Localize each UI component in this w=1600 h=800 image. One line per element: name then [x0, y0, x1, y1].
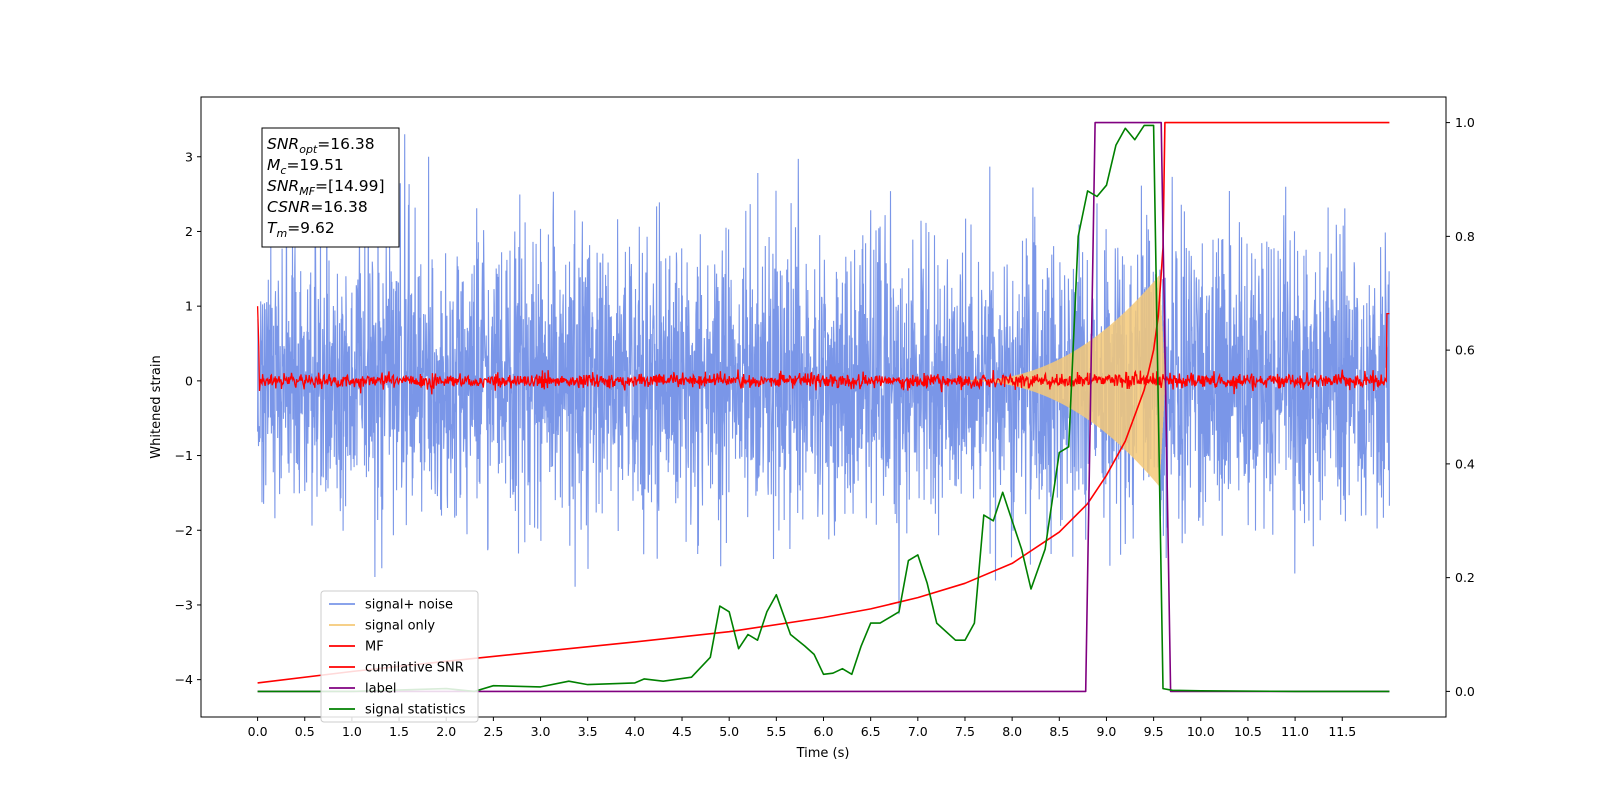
- y-tick-label: −4: [175, 672, 193, 687]
- series-mf: [256, 306, 1390, 395]
- legend-label-signal-only: signal only: [365, 619, 435, 634]
- y-axis-left: −4 −3 −2 −1 0 1 2 3: [175, 149, 201, 687]
- x-tick-label: 11.5: [1328, 724, 1356, 739]
- x-axis-label: Time (s): [796, 746, 850, 761]
- x-tick-label: 2.0: [436, 724, 456, 739]
- legend-label-signal-statistics: signal statistics: [365, 703, 466, 718]
- x-tick-label: 10.0: [1187, 724, 1215, 739]
- legend-label-mf: MF: [365, 640, 384, 655]
- y-tick-label: −2: [175, 523, 193, 538]
- legend-label-cumilative-snr: cumilative SNR: [365, 661, 464, 676]
- x-tick-label: 11.0: [1281, 724, 1309, 739]
- series-signal-statistics: [257, 124, 1390, 693]
- x-tick-label: 1.5: [389, 724, 409, 739]
- x-tick-label: 7.5: [955, 724, 975, 739]
- legend-label-label: label: [365, 682, 396, 697]
- y2-tick-label: 0.2: [1455, 570, 1475, 585]
- stats-annotation: SNRopt=16.38Mc=19.51SNRMF=[14.99]CSNR=16…: [261, 127, 400, 248]
- x-tick-label: 4.0: [625, 724, 645, 739]
- x-tick-label: 8.0: [1002, 724, 1022, 739]
- legend-label-signal-noise: signal+ noise: [365, 598, 453, 613]
- y-tick-label: 0: [185, 373, 193, 388]
- stats-line: CSNR=16.38: [267, 198, 368, 216]
- y-axis-label: Whitened strain: [149, 355, 164, 458]
- series-signal-noise: [257, 134, 1390, 615]
- legend: signal+ noise signal only MF cumilative SNR…: [320, 590, 479, 723]
- x-tick-label: 5.5: [766, 724, 786, 739]
- stats-box-frame: [261, 127, 400, 248]
- y2-tick-label: 0.8: [1455, 229, 1475, 244]
- stats-line: SNRMF=[14.99]: [267, 177, 385, 198]
- x-tick-label: 1.0: [342, 724, 362, 739]
- x-tick-label: 8.5: [1049, 724, 1069, 739]
- y-tick-label: 3: [185, 149, 193, 164]
- stats-line: Tm=9.62: [267, 219, 335, 240]
- stats-line: Mc=19.51: [267, 156, 344, 177]
- y2-tick-label: 0.0: [1455, 684, 1475, 699]
- x-tick-label: 3.0: [531, 724, 551, 739]
- stats-line: SNRopt=16.38: [267, 135, 375, 156]
- y2-tick-label: 0.4: [1455, 456, 1475, 471]
- x-tick-label: 7.0: [908, 724, 928, 739]
- x-tick-label: 9.5: [1144, 724, 1164, 739]
- y-tick-label: −3: [175, 597, 193, 612]
- series-cumilative-snr: [257, 121, 1390, 684]
- x-tick-label: 6.0: [814, 724, 834, 739]
- y-tick-label: 2: [185, 224, 193, 239]
- y-tick-label: 1: [185, 299, 193, 314]
- y-tick-label: −1: [175, 448, 193, 463]
- x-tick-label: 0.5: [295, 724, 315, 739]
- x-tick-label: 10.5: [1234, 724, 1262, 739]
- x-tick-label: 6.5: [861, 724, 881, 739]
- y-axis-right: 0.0 0.2 0.4 0.6 0.8 1.0: [1446, 115, 1475, 699]
- plot-area: [256, 121, 1390, 693]
- x-tick-label: 0.0: [248, 724, 268, 739]
- x-tick-label: 3.5: [578, 724, 598, 739]
- x-axis: 0.0 0.5 1.0 1.5 2.0 2.5 3.0 3.5 4.0 4.5 5.0 5.5 6.0 6…: [248, 717, 1356, 739]
- series-signal-only: [965, 275, 1166, 486]
- legend-frame: [320, 590, 479, 723]
- y2-tick-label: 1.0: [1455, 115, 1475, 130]
- x-tick-label: 2.5: [483, 724, 503, 739]
- x-tick-label: 9.0: [1097, 724, 1117, 739]
- y2-tick-label: 0.6: [1455, 343, 1475, 358]
- x-tick-label: 5.0: [719, 724, 739, 739]
- x-tick-label: 4.5: [672, 724, 692, 739]
